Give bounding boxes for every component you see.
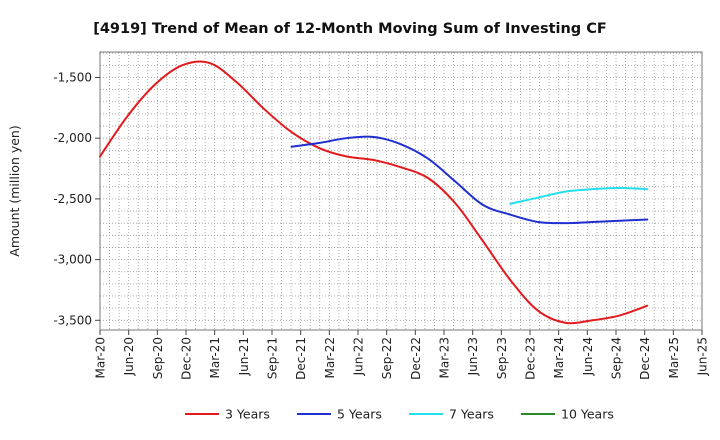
x-tick-label: Mar-21 — [208, 337, 222, 378]
x-tick-label: Sep-23 — [495, 337, 509, 379]
series-line-7-years — [509, 186, 649, 205]
x-tick-label: Sep-20 — [151, 337, 165, 379]
y-tick-label: -2,500 — [53, 192, 92, 206]
x-tick-label: Mar-20 — [94, 337, 108, 378]
x-tick-label: Sep-22 — [380, 337, 394, 379]
legend: 3 Years 5 Years 7 Years 10 Years — [185, 407, 614, 422]
series-lines — [99, 60, 649, 325]
legend-label-5-years: 5 Years — [337, 407, 382, 422]
x-tick-label: Dec-20 — [180, 337, 194, 380]
legend-label-3-years: 3 Years — [225, 407, 270, 422]
y-tick-label: -1,500 — [53, 70, 92, 84]
x-tick-label: Dec-22 — [409, 337, 423, 380]
plot-frame — [99, 51, 703, 331]
x-tick-label: Dec-23 — [524, 337, 538, 380]
chart-title: [4919] Trend of Mean of 12-Month Moving … — [93, 21, 607, 37]
x-tick-label: Dec-24 — [638, 337, 652, 380]
x-tick-label: Mar-24 — [552, 337, 566, 378]
x-tick-label: Mar-25 — [667, 337, 681, 378]
x-tick-label: Sep-21 — [266, 337, 280, 379]
legend-label-7-years: 7 Years — [449, 407, 494, 422]
y-tick-label: -3,000 — [53, 253, 92, 267]
x-tick-label: Mar-23 — [438, 337, 452, 378]
x-tick-label: Jun-23 — [466, 337, 480, 376]
y-axis: -1,500 -2,000 -2,500 -3,000 -3,500 — [53, 70, 100, 327]
x-tick-label: Jun-24 — [581, 337, 595, 376]
y-tick-label: -3,500 — [53, 313, 92, 327]
x-tick-label: Jun-22 — [352, 337, 366, 376]
x-tick-label: Sep-24 — [610, 337, 624, 379]
x-tick-label: Dec-21 — [294, 337, 308, 380]
legend-label-10-years: 10 Years — [561, 407, 614, 422]
x-tick-label: Jun-20 — [122, 337, 136, 376]
gridlines — [100, 52, 702, 330]
x-tick-label: Jun-25 — [696, 337, 710, 376]
y-axis-label: Amount (million yen) — [7, 125, 22, 256]
x-tick-label: Jun-21 — [237, 337, 251, 376]
x-axis: Mar-20 Jun-20 Sep-20 Dec-20 Mar-21 Jun-21 Sep-… — [94, 330, 710, 380]
y-tick-label: -2,000 — [53, 131, 92, 145]
series-line-5-years — [290, 135, 649, 225]
x-tick-label: Mar-22 — [323, 337, 337, 378]
series-line-3-years — [99, 60, 649, 325]
plot-area — [100, 52, 702, 330]
